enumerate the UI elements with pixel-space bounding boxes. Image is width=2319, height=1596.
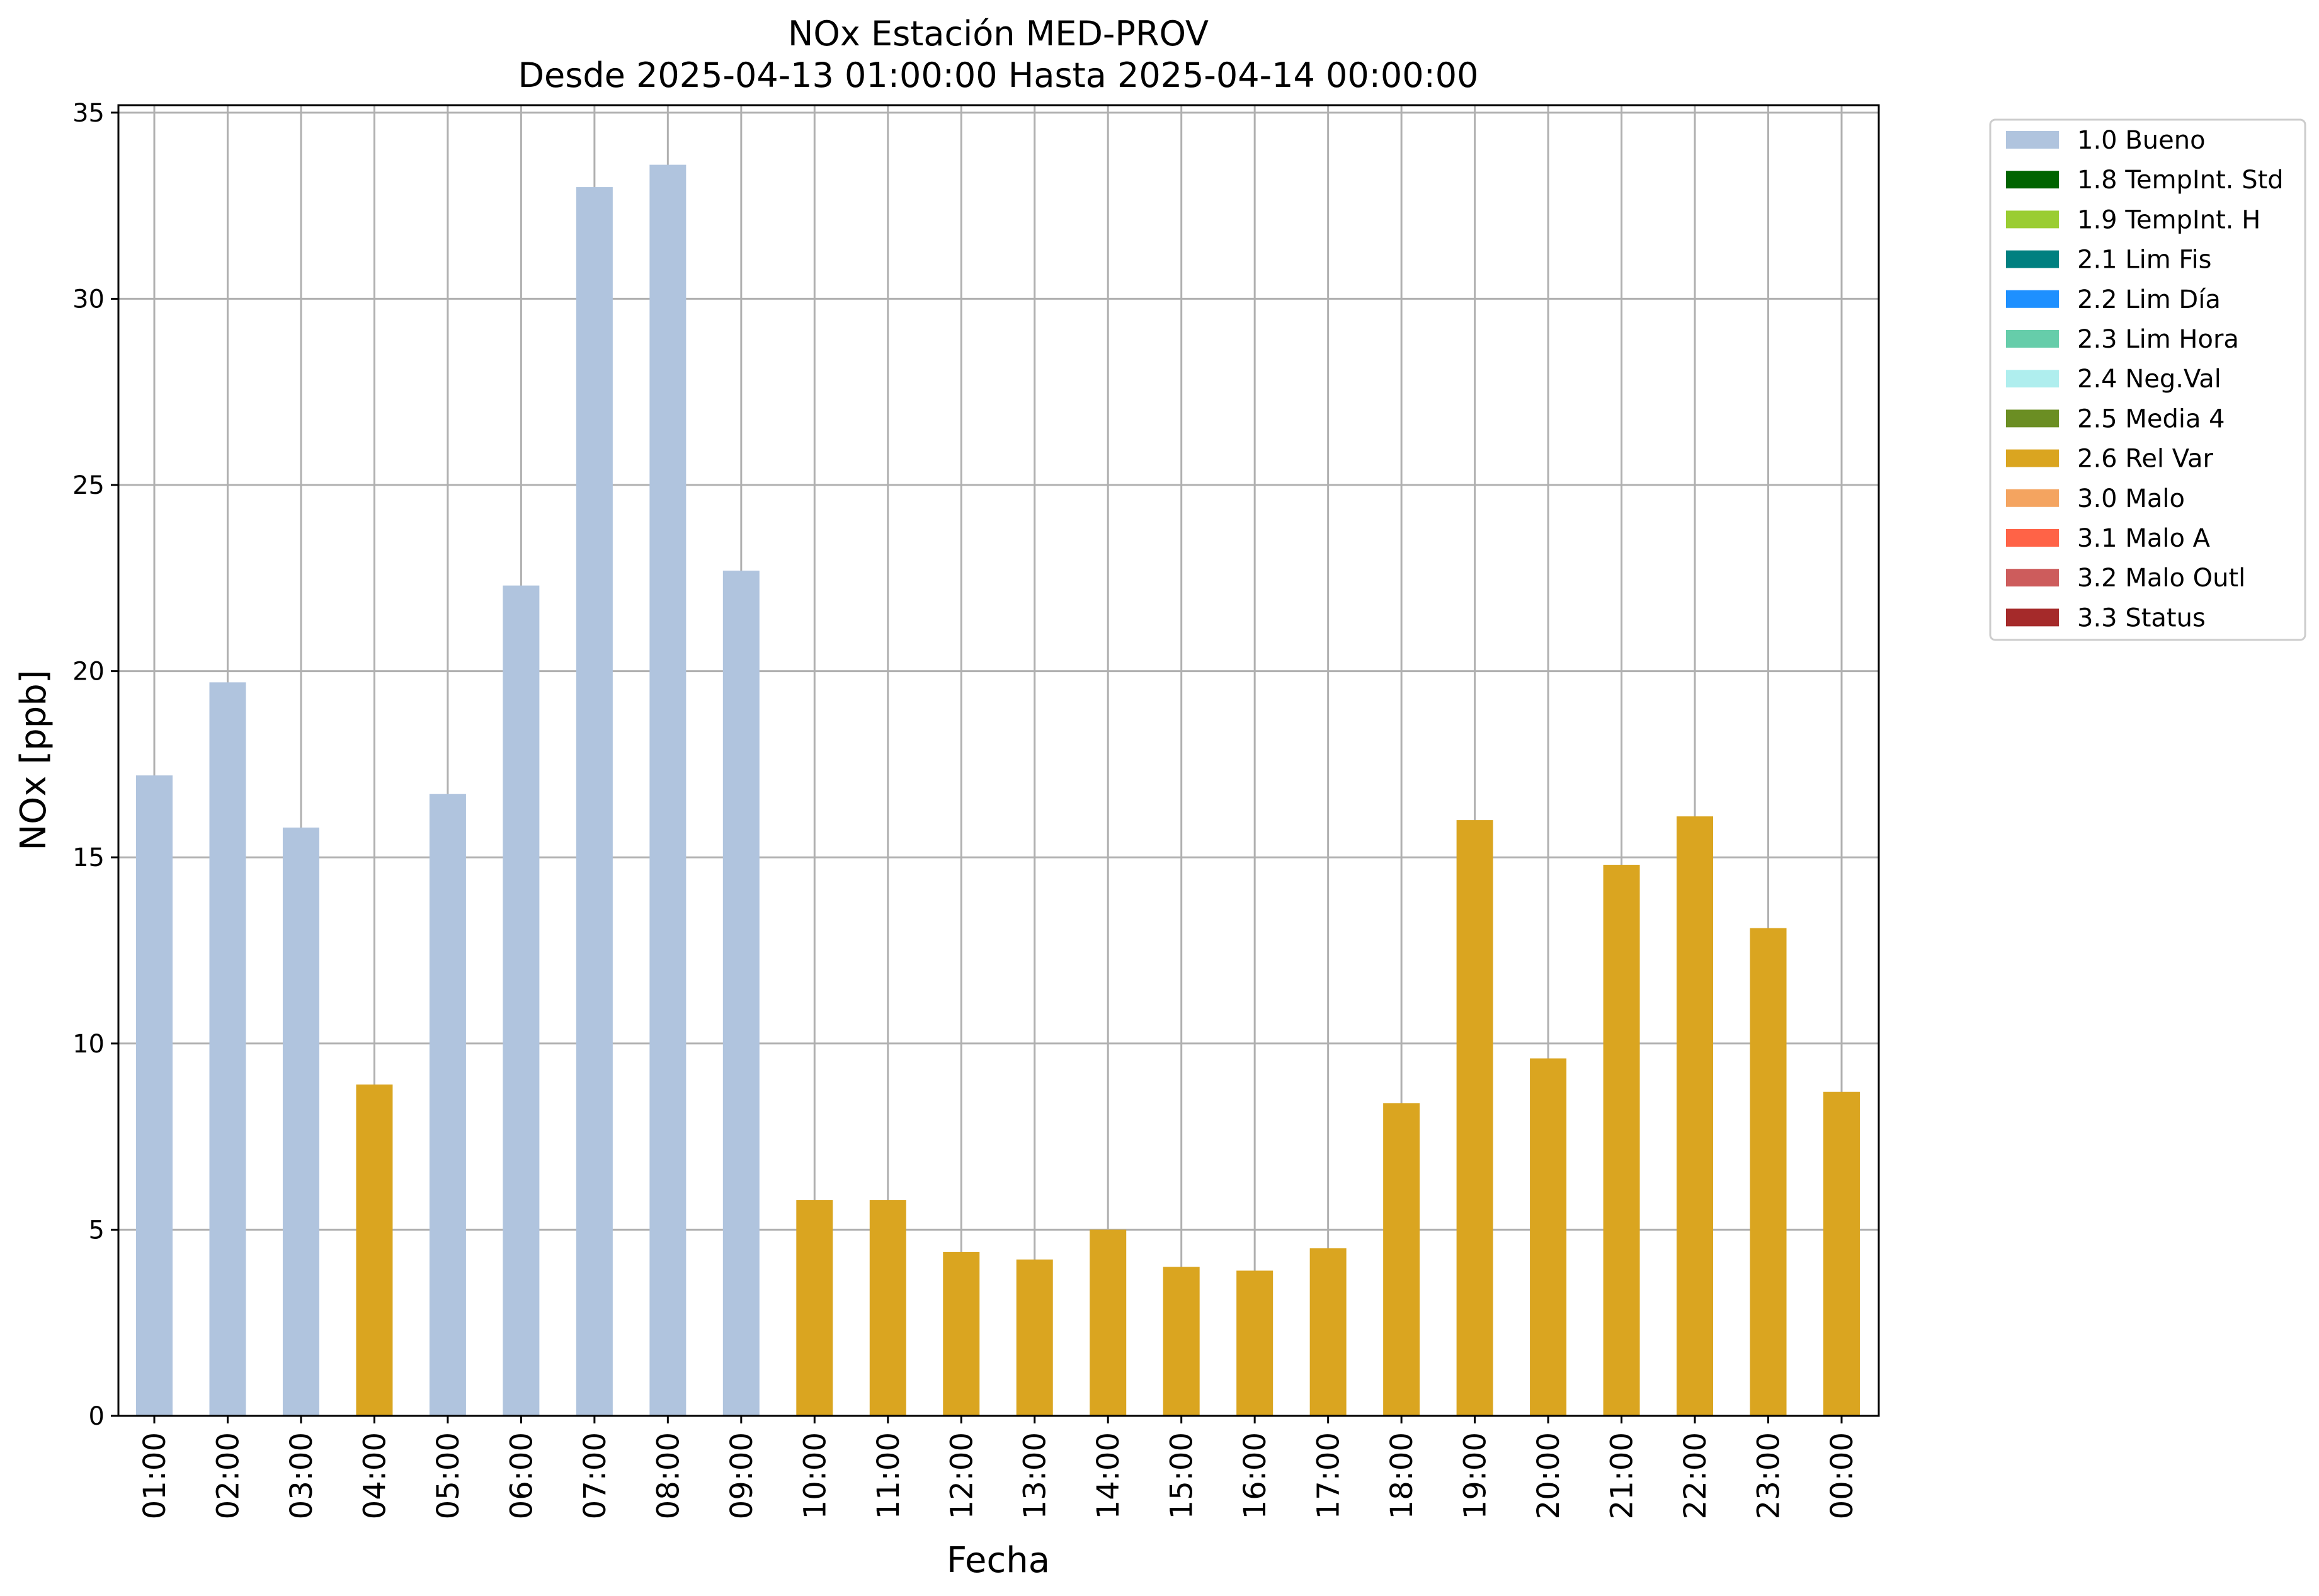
- legend-label: 2.4 Neg.Val: [2077, 365, 2221, 394]
- bar-1000: [796, 1200, 833, 1416]
- legend-label: 2.1 Lim Fis: [2077, 246, 2211, 275]
- bar-1700: [1309, 1248, 1347, 1416]
- bars: [136, 164, 1860, 1416]
- legend-swatch: [2006, 409, 2059, 428]
- x-tick-label: 09:00: [724, 1432, 760, 1519]
- bar-1900: [1456, 820, 1493, 1416]
- x-tick-label: 08:00: [651, 1432, 686, 1519]
- x-tick-label: 14:00: [1091, 1432, 1126, 1519]
- legend-label: 2.2 Lim Día: [2077, 285, 2221, 314]
- legend-swatch: [2006, 569, 2059, 587]
- legend-items: 1.0 Bueno 1.8 TempInt. Std 1.9 TempInt. H 2…: [2006, 126, 2284, 632]
- x-tick-label: 04:00: [357, 1432, 392, 1519]
- chart-subtitle: Desde 2025-04-13 01:00:00 Hasta 2025-04-…: [518, 55, 1478, 95]
- bar-0900: [722, 570, 760, 1416]
- legend-label: 3.2 Malo Outl: [2077, 564, 2245, 593]
- bar-1600: [1236, 1270, 1273, 1416]
- legend-label: 3.0 Malo: [2077, 484, 2185, 513]
- bar-1300: [1016, 1259, 1053, 1416]
- x-axis-label: Fecha: [947, 1540, 1050, 1581]
- bar-0100: [136, 775, 173, 1416]
- x-tick-label: 10:00: [797, 1432, 833, 1519]
- x-axis-ticks: 01:00 02:00 03:00 04:00 05:00 06:00 07:00 08:00…: [137, 1416, 1860, 1519]
- y-tick-label: 15: [72, 843, 105, 872]
- x-tick-label: 11:00: [871, 1432, 906, 1519]
- legend-label: 3.3 Status: [2077, 603, 2206, 632]
- legend-frame: [1989, 118, 2306, 641]
- y-axis-ticks: 0 5 10 15 20 25 30 35: [72, 99, 118, 1431]
- bar-1800: [1383, 1103, 1420, 1416]
- y-tick-label: 35: [72, 99, 105, 128]
- plot-frame: [117, 104, 1880, 1417]
- bar-2300: [1750, 928, 1787, 1416]
- legend-label: 3.1 Malo A: [2077, 524, 2211, 553]
- y-tick-label: 10: [72, 1030, 105, 1059]
- legend-swatch: [2006, 171, 2059, 189]
- x-tick-label: 05:00: [431, 1432, 466, 1519]
- legend-label: 2.6 Rel Var: [2077, 445, 2214, 474]
- x-tick-label: 18:00: [1384, 1432, 1420, 1519]
- bar-1200: [943, 1251, 980, 1416]
- legend-swatch: [2006, 210, 2059, 229]
- bar-1100: [869, 1200, 906, 1416]
- x-tick-label: 00:00: [1825, 1432, 1860, 1519]
- x-tick-label: 12:00: [944, 1432, 979, 1519]
- x-tick-label: 21:00: [1605, 1432, 1640, 1519]
- legend-swatch: [2006, 131, 2059, 149]
- bar-0500: [429, 794, 466, 1416]
- legend-swatch: [2006, 489, 2059, 507]
- bar-1500: [1163, 1267, 1200, 1416]
- legend-swatch: [2006, 330, 2059, 348]
- bar-0700: [576, 187, 613, 1416]
- bar-1400: [1090, 1229, 1127, 1416]
- y-tick-label: 0: [89, 1402, 105, 1431]
- x-tick-label: 15:00: [1165, 1432, 1200, 1519]
- x-tick-label: 13:00: [1018, 1432, 1053, 1519]
- x-tick-label: 20:00: [1531, 1432, 1566, 1519]
- legend-label: 2.5 Media 4: [2077, 404, 2225, 433]
- y-tick-label: 5: [89, 1216, 105, 1245]
- bar-0800: [649, 164, 687, 1416]
- bar-2200: [1677, 816, 1714, 1416]
- bar-0400: [356, 1084, 393, 1416]
- y-tick-label: 30: [72, 285, 105, 314]
- legend-swatch: [2006, 529, 2059, 547]
- x-tick-label: 03:00: [284, 1432, 319, 1519]
- y-tick-label: 25: [72, 471, 105, 500]
- bar-0300: [282, 827, 319, 1416]
- x-tick-label: 23:00: [1752, 1432, 1787, 1519]
- legend-swatch: [2006, 449, 2059, 467]
- x-tick-label: 06:00: [504, 1432, 539, 1519]
- legend-swatch: [2006, 290, 2059, 308]
- legend-swatch: [2006, 370, 2059, 388]
- bar-2100: [1603, 865, 1640, 1416]
- legend-label: 1.9 TempInt. H: [2077, 205, 2260, 234]
- x-tick-label: 07:00: [578, 1432, 613, 1519]
- x-tick-label: 17:00: [1311, 1432, 1347, 1519]
- x-tick-label: 01:00: [137, 1432, 173, 1519]
- x-tick-label: 22:00: [1678, 1432, 1713, 1519]
- chart-title: NOx Estación MED-PROV: [788, 14, 1209, 54]
- bar-2000: [1530, 1058, 1567, 1416]
- bar-0200: [209, 682, 246, 1416]
- legend-swatch: [2006, 250, 2059, 268]
- legend-label: 2.3 Lim Hora: [2077, 325, 2239, 354]
- legend-label: 1.0 Bueno: [2077, 126, 2206, 155]
- y-tick-label: 20: [72, 658, 105, 687]
- legend: 1.0 Bueno 1.8 TempInt. Std 1.9 TempInt. H 2…: [1989, 118, 2306, 641]
- x-tick-label: 19:00: [1458, 1432, 1493, 1519]
- x-tick-label: 16:00: [1238, 1432, 1273, 1519]
- bar-0000: [1823, 1092, 1860, 1416]
- y-axis-label: NOx [ppb]: [13, 670, 54, 850]
- legend-label: 1.8 TempInt. Std: [2077, 166, 2284, 195]
- bar-0600: [503, 585, 540, 1416]
- x-tick-label: 02:00: [210, 1432, 246, 1519]
- legend-swatch: [2006, 608, 2059, 627]
